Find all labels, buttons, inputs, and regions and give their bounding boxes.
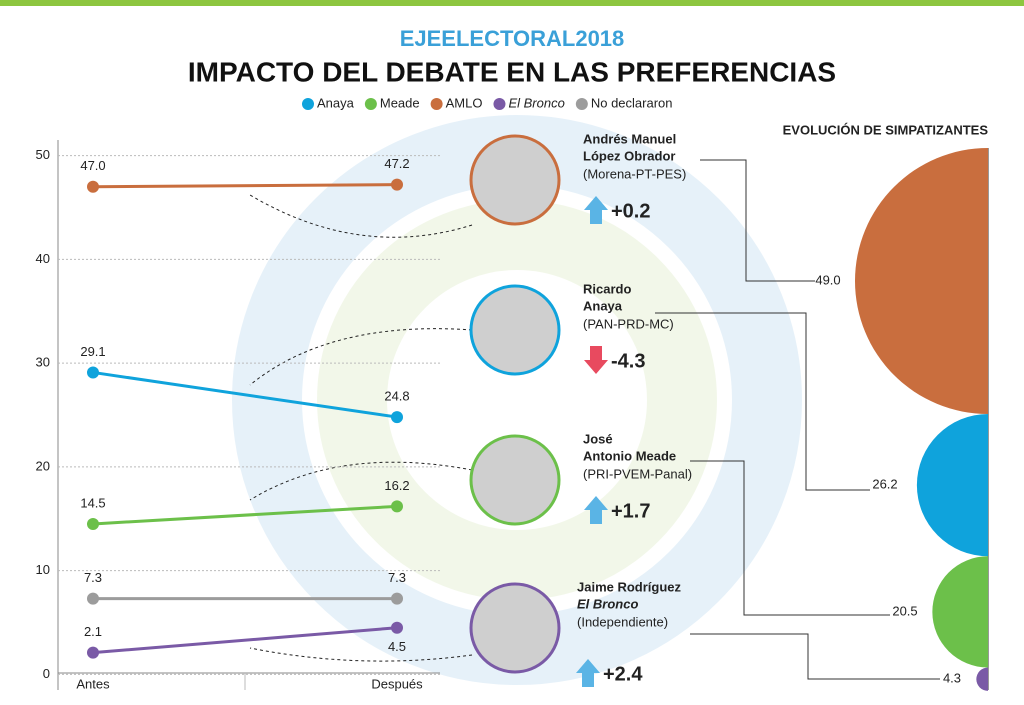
- semicircle: [932, 556, 988, 668]
- legend-swatch: [302, 98, 314, 110]
- value-label: 4.5: [388, 639, 406, 654]
- value-label: 26.2: [872, 477, 897, 492]
- point: [391, 411, 403, 424]
- value-label: 47.2: [384, 156, 409, 171]
- point: [87, 646, 99, 659]
- legend-label: AMLO: [446, 95, 483, 110]
- change-arrow: [584, 346, 608, 374]
- series-line: [92, 370, 398, 419]
- change-arrow: [576, 659, 600, 687]
- candidate-photo: [469, 582, 561, 674]
- legend-label: Anaya: [317, 95, 355, 110]
- change-label: +2.4: [603, 663, 643, 685]
- y-tick-label: 50: [36, 147, 50, 162]
- arrows: [249, 194, 473, 662]
- candidate-name: El Bronco: [577, 596, 638, 611]
- value-label: 4.3: [943, 671, 961, 686]
- series-line: [92, 504, 398, 526]
- coalition: (PAN-PRD-MC): [583, 316, 674, 331]
- candidate-name: Antonio Meade: [583, 448, 676, 463]
- x-tick-label: Después: [371, 676, 423, 691]
- semicircle: [976, 667, 988, 691]
- candidate-name: Jaime Rodríguez: [577, 579, 682, 594]
- change-label: +0.2: [611, 200, 650, 222]
- legend-label: No declararon: [591, 95, 673, 110]
- value-label: 16.2: [384, 478, 409, 493]
- point: [391, 500, 403, 513]
- top-bar: [0, 0, 1024, 6]
- candidate-name: López Obrador: [583, 148, 675, 163]
- y-tick-label: 10: [36, 562, 50, 577]
- point: [87, 180, 99, 193]
- candidate-photo: [469, 284, 561, 376]
- value-label: 7.3: [84, 570, 102, 585]
- legend-label: El Bronco: [508, 95, 564, 110]
- point: [87, 592, 99, 605]
- value-label: 20.5: [892, 603, 917, 618]
- semicircle: [916, 414, 988, 557]
- change-label: -4.3: [611, 350, 645, 372]
- y-tick-label: 0: [43, 666, 50, 681]
- change-label: +1.7: [611, 500, 650, 522]
- value-label: 2.1: [84, 624, 102, 639]
- semicircle: [855, 148, 988, 414]
- series-line: [92, 183, 398, 189]
- candidate-name: Andrés Manuel: [583, 131, 676, 146]
- candidate-name: Anaya: [583, 298, 623, 313]
- candidate-photo: [469, 434, 561, 526]
- value-label: 47.0: [80, 158, 105, 173]
- point: [391, 178, 403, 191]
- y-tick-label: 20: [36, 458, 50, 473]
- value-label: 49.0: [815, 272, 840, 287]
- point: [391, 621, 403, 634]
- point: [87, 517, 99, 530]
- title: IMPACTO DEL DEBATE EN LAS PREFERENCIAS: [188, 56, 836, 87]
- value-label: 14.5: [80, 495, 105, 510]
- point: [87, 366, 99, 379]
- legend-label: Meade: [380, 95, 420, 110]
- candidate-photo: [469, 134, 561, 226]
- change-arrow: [584, 496, 608, 524]
- brand: EJEELECTORAL2018: [400, 26, 625, 51]
- x-tick-label: Antes: [76, 676, 110, 691]
- y-tick-label: 30: [36, 355, 50, 370]
- point: [391, 592, 403, 605]
- legend-swatch: [364, 98, 377, 110]
- value-label: 29.1: [80, 344, 105, 359]
- legend-swatch: [493, 98, 506, 110]
- value-label: 7.3: [388, 570, 406, 585]
- value-label: 24.8: [384, 389, 409, 404]
- y-tick-label: 40: [36, 251, 50, 266]
- chart-title: EVOLUCIÓN DE SIMPATIZANTES: [783, 122, 989, 137]
- legend-swatch: [575, 98, 588, 110]
- connectors: [655, 159, 940, 680]
- coalition: (PRI-PVEM-Panal): [583, 466, 692, 481]
- candidate-name: Ricardo: [583, 281, 631, 296]
- coalition: (Independiente): [577, 614, 668, 629]
- change-arrow: [584, 196, 608, 224]
- candidate-name: José: [583, 431, 613, 446]
- legend-swatch: [430, 98, 443, 110]
- coalition: (Morena-PT-PES): [583, 166, 686, 181]
- series-line: [92, 626, 398, 655]
